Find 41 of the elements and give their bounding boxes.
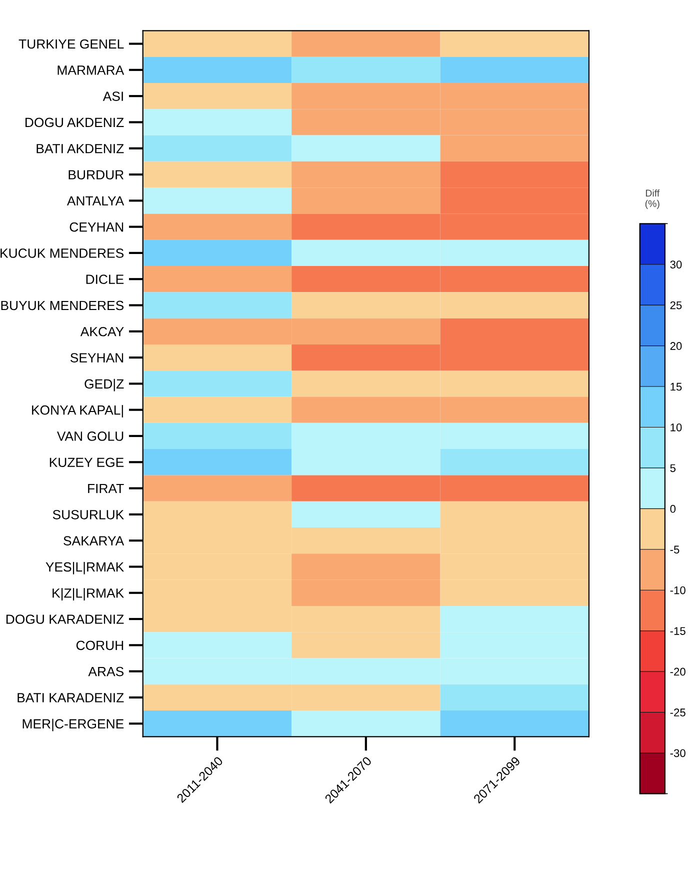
color-bar-title: Diff (%) bbox=[645, 189, 660, 209]
y-tick-label: YES|L|RMAK bbox=[46, 562, 124, 574]
y-tick-label: KUCUK MENDERES bbox=[0, 248, 124, 258]
color-bar-label: -15 bbox=[670, 627, 686, 635]
y-tick-label: GED|Z bbox=[84, 378, 124, 392]
color-bar-label: -30 bbox=[670, 749, 686, 758]
y-tick-label: DICLE bbox=[86, 274, 124, 284]
y-tick-label: AKCAY bbox=[80, 326, 124, 336]
color-bar-label: -5 bbox=[670, 546, 680, 554]
y-tick-label: ANTALYA bbox=[66, 196, 124, 206]
y-tick-label: KUZEY EGE bbox=[50, 458, 124, 468]
color-bar-label: 0 bbox=[670, 504, 676, 513]
y-tick-label: KONYA KAPAL| bbox=[32, 405, 123, 418]
y-tick-label: SEYHAN bbox=[70, 353, 124, 362]
y-tick-label: BURDUR bbox=[68, 170, 124, 180]
color-bar-label: 20 bbox=[670, 342, 682, 350]
color-bar-label: -10 bbox=[670, 586, 686, 594]
color-bar-label: 30 bbox=[670, 260, 682, 268]
color-bar-label: -20 bbox=[670, 668, 686, 676]
color-bar-label: 15 bbox=[670, 382, 682, 391]
y-tick-label: ASI bbox=[102, 92, 123, 101]
y-tick-label: ARAS bbox=[88, 666, 124, 676]
color-bar-label: -25 bbox=[670, 708, 686, 716]
y-tick-label: MER|C-ERGENE bbox=[22, 718, 124, 732]
y-tick-label: VAN GOLU bbox=[56, 432, 124, 441]
y-tick-label: SUSURLUK bbox=[52, 510, 124, 520]
y-tick-label: BATI AKDENIZ bbox=[36, 144, 124, 154]
y-tick-label: K|Z|L|RMAK bbox=[52, 588, 124, 600]
y-tick-label: CORUH bbox=[76, 640, 124, 650]
y-tick-label: DOGU KARADENIZ bbox=[6, 614, 124, 624]
y-tick-label: TURKIYE GENEL bbox=[18, 39, 124, 49]
y-tick-label: CEYHAN bbox=[70, 222, 124, 232]
color-bar-label: 5 bbox=[670, 464, 676, 472]
y-tick-label: BUYUK MENDERES bbox=[1, 300, 124, 310]
y-tick-label: BATI KARADENIZ bbox=[18, 693, 124, 702]
y-tick-label: MARMARA bbox=[58, 66, 124, 75]
y-tick-label: DOGU AKDENIZ bbox=[26, 118, 124, 128]
color-bar-label: 10 bbox=[670, 423, 682, 432]
y-tick-label: FIRAT bbox=[88, 484, 124, 494]
color-bar-label: 25 bbox=[670, 301, 682, 310]
y-tick-label: SAKARYA bbox=[64, 536, 124, 546]
